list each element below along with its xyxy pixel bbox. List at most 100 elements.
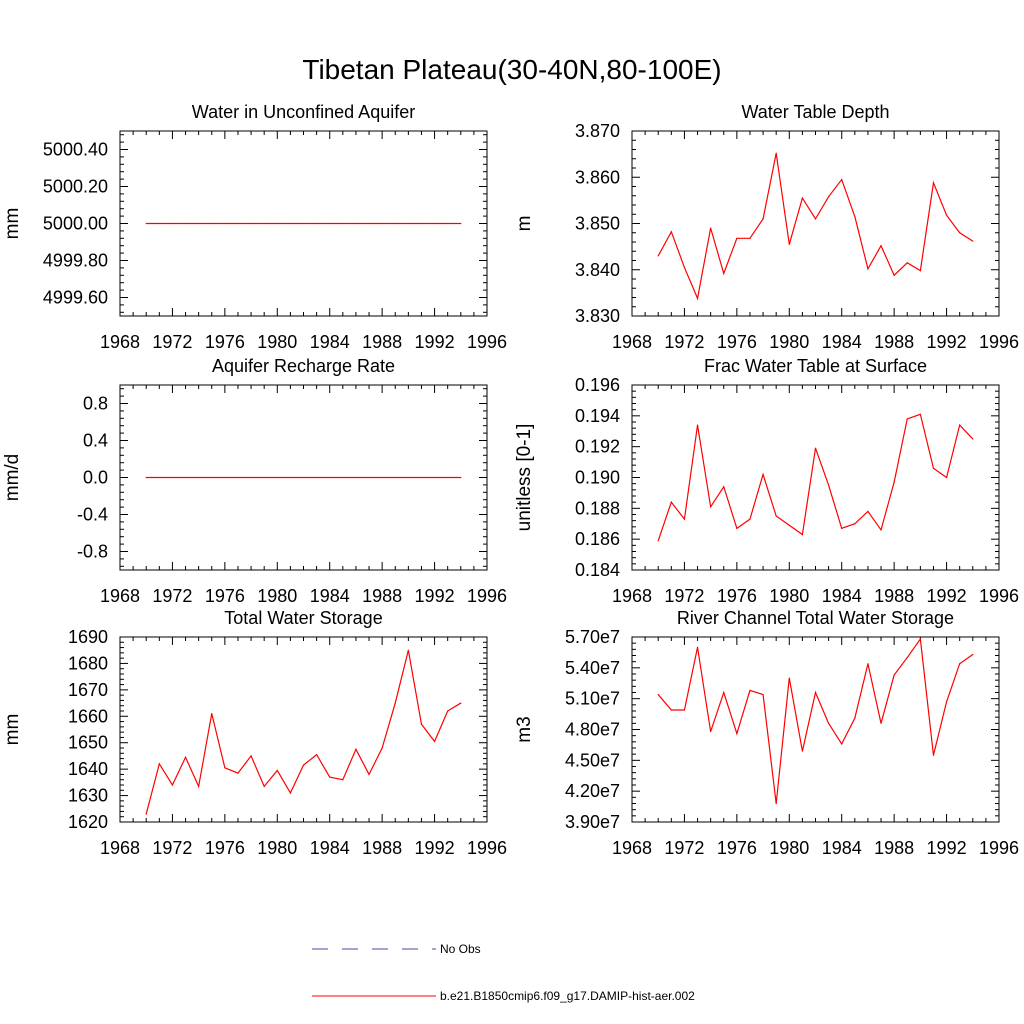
data-point — [919, 638, 921, 640]
data-point — [355, 748, 357, 750]
y-axis-label: m — [514, 216, 535, 232]
y-tick-label: 1630 — [68, 786, 108, 806]
data-point — [696, 424, 699, 426]
data-point — [460, 702, 462, 704]
x-tick-label: 1980 — [769, 332, 809, 352]
panel-title: Water in Unconfined Aquifer — [192, 102, 415, 122]
data-point — [381, 222, 383, 225]
x-tick-label: 1984 — [822, 838, 862, 858]
y-tick-label: 0.0 — [83, 468, 108, 488]
data-point — [959, 424, 961, 426]
plot-frame — [631, 636, 1000, 823]
data-point — [683, 518, 686, 520]
data-point — [893, 274, 895, 276]
data-point — [211, 713, 213, 715]
data-point — [420, 476, 423, 479]
x-tick-label: 1976 — [205, 332, 245, 352]
data-point — [762, 218, 764, 220]
x-tick-label: 1996 — [467, 838, 507, 858]
data-point — [447, 222, 449, 225]
data-point — [316, 476, 318, 479]
data-point — [683, 709, 686, 711]
data-point — [959, 663, 961, 665]
y-tick-label: 3.860 — [575, 167, 620, 187]
data-point — [302, 476, 305, 479]
data-point — [460, 476, 462, 479]
x-tick-label: 1968 — [612, 332, 652, 352]
data-point — [945, 214, 948, 216]
data-point — [801, 197, 803, 199]
data-point — [749, 518, 751, 520]
y-axis-label: mm/d — [2, 454, 23, 502]
panel-title: Water Table Depth — [741, 102, 889, 122]
data-point — [145, 476, 147, 479]
data-point — [775, 152, 777, 154]
panel-title: Frac Water Table at Surface — [704, 356, 927, 376]
x-tick-label: 1988 — [362, 838, 402, 858]
data-point — [184, 222, 187, 225]
y-axis-label: mm — [2, 208, 23, 240]
data-point — [184, 476, 187, 479]
data-point — [224, 767, 226, 769]
data-point — [211, 476, 213, 479]
panel-recharge-rate: Aquifer Recharge Rate mm/d 1968 1972 1976 198… — [2, 356, 507, 606]
data-point — [224, 476, 226, 479]
y-tick-label: 1680 — [68, 653, 108, 673]
x-tick-label: 1972 — [152, 332, 192, 352]
panel-total-water-storage: Total Water Storage mm 1968 1972 1976 1980 198… — [2, 608, 507, 858]
x-tick-label: 1992 — [415, 332, 455, 352]
x-tick-label: 1996 — [467, 586, 507, 606]
data-point — [854, 523, 856, 525]
x-tick-label: 1968 — [612, 586, 652, 606]
data-point — [867, 510, 869, 513]
data-point — [788, 243, 790, 245]
data-point — [670, 501, 672, 503]
x-tick-label: 1984 — [310, 332, 350, 352]
y-tick-label: 4.50e7 — [565, 750, 620, 770]
panel-title: Aquifer Recharge Rate — [212, 356, 395, 376]
y-tick-label: 0.188 — [575, 498, 620, 518]
data-point — [736, 237, 738, 239]
x-tick-label: 1976 — [205, 838, 245, 858]
x-tick-label: 1968 — [100, 332, 140, 352]
data-point — [945, 701, 948, 703]
data-point — [447, 476, 449, 479]
data-point — [302, 764, 305, 766]
y-tick-label: 0.192 — [575, 437, 620, 457]
data-point — [420, 222, 423, 225]
data-point — [368, 773, 370, 776]
data-point — [828, 196, 830, 198]
panel-aquifer-water: Water in Unconfined Aquifer mm 1968 1972 197… — [2, 102, 507, 352]
data-point — [276, 222, 278, 225]
y-tick-label: 0.4 — [83, 431, 108, 451]
data-point — [198, 785, 200, 787]
y-axis-label: mm — [2, 714, 23, 746]
data-point — [329, 222, 331, 225]
data-point — [329, 476, 331, 479]
data-point — [657, 693, 659, 696]
y-tick-label: 0.194 — [575, 406, 620, 426]
data-point — [828, 484, 830, 486]
data-point — [433, 740, 436, 742]
y-tick-label: 5000.00 — [43, 214, 108, 234]
y-tick-label: 5000.20 — [43, 177, 108, 197]
y-tick-label: 1660 — [68, 706, 108, 726]
x-tick-label: 1972 — [152, 586, 192, 606]
y-tick-label: 0.8 — [83, 394, 108, 414]
y-tick-label: 1640 — [68, 759, 108, 779]
plot-frame — [631, 384, 1000, 571]
data-point — [355, 222, 357, 225]
plot-frame — [119, 636, 488, 823]
data-point — [145, 222, 147, 225]
series-line — [145, 650, 462, 815]
data-point — [788, 524, 790, 526]
data-point — [801, 533, 803, 536]
y-tick-label: 0.186 — [575, 529, 620, 549]
data-point — [381, 476, 383, 479]
data-point — [237, 772, 239, 774]
y-tick-label: 5000.40 — [43, 140, 108, 160]
data-point — [723, 691, 725, 694]
data-point — [670, 231, 672, 233]
